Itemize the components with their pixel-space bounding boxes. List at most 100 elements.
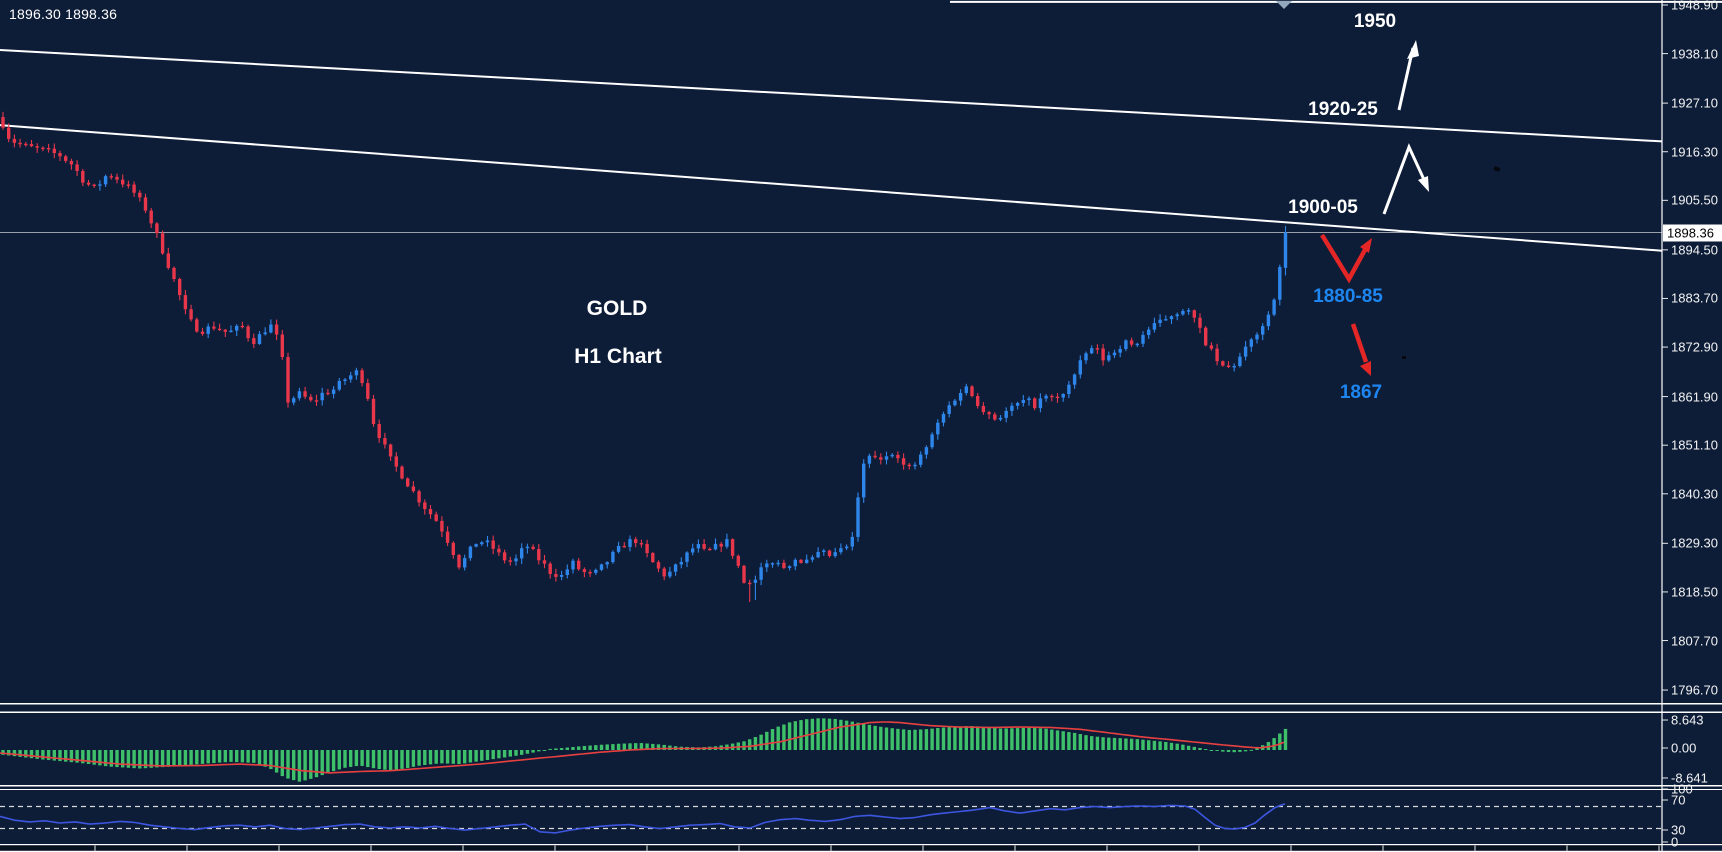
candle-body — [252, 338, 256, 345]
macd-bar — [354, 750, 359, 767]
candle-body — [1238, 356, 1242, 367]
macd-bar — [1221, 750, 1225, 752]
panel-separator[interactable] — [0, 844, 1722, 846]
candle-body — [132, 184, 136, 193]
candle-body — [1129, 340, 1134, 345]
candle-body — [217, 328, 222, 331]
rsi-panel[interactable] — [0, 803, 1662, 834]
price-tick-label: 1927.10 — [1671, 95, 1718, 111]
macd-bar — [58, 750, 62, 762]
panel-separator[interactable] — [0, 703, 1722, 705]
candle-body — [1015, 403, 1020, 406]
macd-bar — [1004, 728, 1008, 750]
macd-bar — [212, 750, 216, 764]
candle-body — [651, 553, 655, 563]
macd-bar — [1021, 727, 1025, 750]
candles-layer[interactable] — [1, 111, 1288, 602]
panel-separator[interactable] — [0, 789, 1722, 790]
panel-separator[interactable] — [0, 785, 1722, 787]
candle-body — [1232, 366, 1236, 368]
candle-body — [565, 569, 569, 575]
macd-bar — [599, 744, 604, 750]
macd-bar — [240, 750, 245, 763]
annotation-zone-1900-05[interactable]: 1900-05 — [1288, 197, 1358, 218]
candle-body — [970, 386, 974, 397]
macd-bar — [1015, 728, 1020, 750]
panel-separator[interactable] — [0, 850, 1722, 852]
candle-body — [993, 414, 997, 420]
candle-body — [240, 325, 245, 328]
red-arrow-v-1880-85-head — [1360, 238, 1372, 253]
candle-body — [189, 309, 193, 320]
candle-body — [822, 550, 826, 553]
macd-bar — [75, 750, 79, 763]
macd-bar — [1129, 738, 1134, 750]
candle-body — [537, 549, 541, 561]
candle-body — [451, 542, 455, 555]
candle-body — [656, 562, 661, 569]
macd-bar — [1164, 741, 1168, 750]
macd-bar — [941, 727, 946, 750]
macd-bar — [1169, 742, 1174, 750]
macd-bar — [1118, 738, 1122, 750]
macd-bar — [417, 750, 421, 766]
price-tick-label: 1938.10 — [1671, 46, 1718, 62]
panel-separator[interactable] — [0, 711, 1722, 714]
red-arrow-v-1880-85[interactable] — [1320, 233, 1368, 284]
annotation-target-1867[interactable]: 1867 — [1339, 382, 1383, 403]
annotation-zone-1920-25[interactable]: 1920-25 — [1308, 99, 1378, 120]
macd-bar — [309, 750, 313, 779]
macd-bar — [616, 743, 621, 750]
candle-body — [559, 574, 564, 577]
candle-body — [770, 563, 775, 565]
macd-bar — [1238, 750, 1242, 752]
macd-bar — [349, 750, 353, 767]
white-arrow-peak-1900-05[interactable] — [1382, 143, 1428, 215]
candle-body — [1033, 398, 1037, 409]
main-chart-panel[interactable] — [0, 0, 1722, 602]
candle-body — [793, 559, 797, 567]
macd-bar — [383, 750, 387, 770]
macd-bar — [172, 750, 176, 767]
candle-body — [765, 563, 769, 568]
candle-body — [69, 160, 74, 165]
white-arrow-up-1950[interactable] — [1397, 47, 1415, 111]
drawn-objects-layer[interactable] — [1320, 40, 1501, 376]
annotation-target-1950[interactable]: 1950 — [1353, 11, 1397, 32]
candle-body — [896, 454, 900, 459]
macd-bar — [502, 750, 507, 758]
macd-bar — [485, 750, 490, 760]
candle-body — [679, 561, 683, 565]
candle-body — [548, 563, 552, 574]
macd-bar — [445, 750, 450, 764]
candle-body — [901, 458, 906, 465]
trend-channel-upper[interactable] — [0, 49, 1663, 143]
macd-bar — [1141, 739, 1145, 750]
candle-body — [292, 398, 296, 403]
macd-signal-line — [0, 721, 1285, 774]
macd-bar — [559, 748, 564, 750]
candle-body — [1004, 410, 1008, 418]
macd-bar — [839, 719, 843, 750]
macd-panel[interactable] — [0, 718, 1288, 782]
candle-body — [406, 478, 410, 487]
ohlc-readout: 1896.30 1898.36 — [9, 6, 118, 22]
red-arrow-down-1867[interactable] — [1350, 323, 1369, 363]
annotation-zone-1880-85[interactable]: 1880-85 — [1313, 286, 1383, 307]
candle-body — [366, 383, 370, 399]
trend-channel-lower[interactable] — [0, 124, 1663, 252]
candle-body — [634, 539, 638, 544]
macd-bar — [337, 750, 341, 770]
macd-bar — [29, 750, 34, 759]
candle-body — [297, 391, 302, 399]
macd-bar — [138, 750, 142, 769]
macd-bar — [1112, 737, 1117, 750]
candle-body — [554, 573, 558, 577]
chart-shift-marker-icon[interactable] — [1276, 1, 1292, 9]
macd-bar — [252, 750, 256, 763]
macd-bar — [799, 720, 803, 750]
candle-body — [1044, 395, 1048, 399]
candle-body — [149, 210, 153, 224]
candle-body — [787, 566, 792, 568]
